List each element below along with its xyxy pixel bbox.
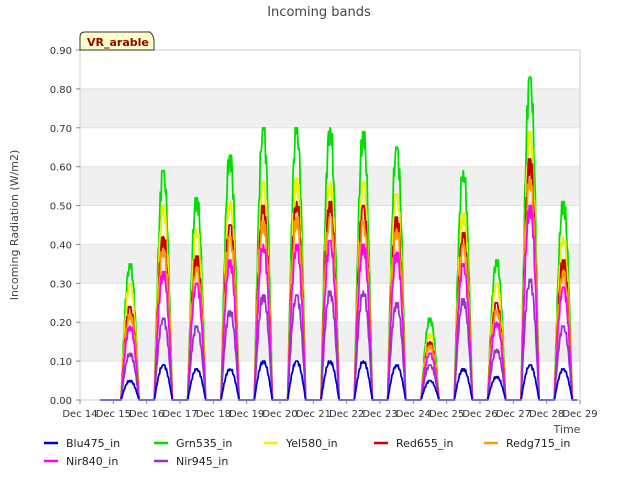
x-tick-label: Dec 18: [196, 409, 231, 420]
legend-label: Nir840_in: [66, 455, 118, 468]
x-tick-label: Dec 15: [96, 409, 131, 420]
x-tick-label: Dec 19: [229, 409, 264, 420]
x-tick-label: Dec 29: [562, 409, 597, 420]
y-tick-label: 0.50: [50, 202, 72, 213]
grid-bands: [80, 50, 580, 400]
y-tick-label: 0.90: [50, 46, 72, 57]
y-tick-label: 0.70: [50, 124, 72, 135]
x-tick-label: Dec 23: [362, 409, 397, 420]
x-tick-label: Dec 16: [129, 409, 164, 420]
y-axis-label: Incoming Radiation (W/m2): [8, 150, 21, 301]
chart-title: Incoming bands: [267, 5, 371, 20]
x-tick-label: Dec 25: [429, 409, 464, 420]
grid-band: [80, 50, 580, 89]
grid-band: [80, 361, 580, 400]
x-tick-label: Dec 21: [296, 409, 331, 420]
grid-band: [80, 322, 580, 362]
legend-label: Yel580_in: [285, 437, 338, 450]
x-tick-label: Dec 17: [162, 409, 197, 420]
y-axis-ticks: 0.00 0.10 0.20 0.30 0.40 0.50 0.60 0.70 0.80 0.90: [50, 46, 80, 407]
x-tick-label: Dec 27: [496, 409, 531, 420]
legend-label: Nir945_in: [176, 455, 228, 468]
y-tick-label: 0.30: [50, 279, 72, 290]
y-tick-label: 0.80: [50, 85, 72, 96]
legend-label: Red655_in: [396, 437, 453, 450]
y-tick-label: 0.20: [50, 318, 72, 329]
x-tick-label: Dec 26: [462, 409, 497, 420]
legend-label: Grn535_in: [176, 437, 232, 450]
y-tick-label: 0.60: [50, 163, 72, 174]
x-axis-label: Time: [553, 423, 581, 436]
x-tick-label: Dec 28: [529, 409, 564, 420]
legend-label: Redg715_in: [506, 437, 570, 450]
x-tick-label: Dec 20: [262, 409, 297, 420]
x-tick-label: Dec 22: [329, 409, 364, 420]
plot-frame: [79, 49, 581, 401]
grid-band: [80, 283, 580, 323]
site-label-box: VR_arable: [79, 31, 155, 51]
y-tick-label: 0.40: [50, 240, 72, 251]
grid-band: [80, 244, 580, 284]
x-tick-label: Dec 14: [62, 409, 97, 420]
y-tick-label: 0.00: [50, 396, 72, 407]
y-tick-label: 0.10: [50, 357, 72, 368]
site-label: VR_arable: [87, 36, 149, 49]
grid-band: [80, 88, 580, 128]
x-tick-label: Dec 24: [396, 409, 431, 420]
legend: Blu475_in Grn535_in Yel580_in Red655_in Redg…: [44, 437, 570, 468]
legend-label: Blu475_in: [66, 437, 120, 450]
